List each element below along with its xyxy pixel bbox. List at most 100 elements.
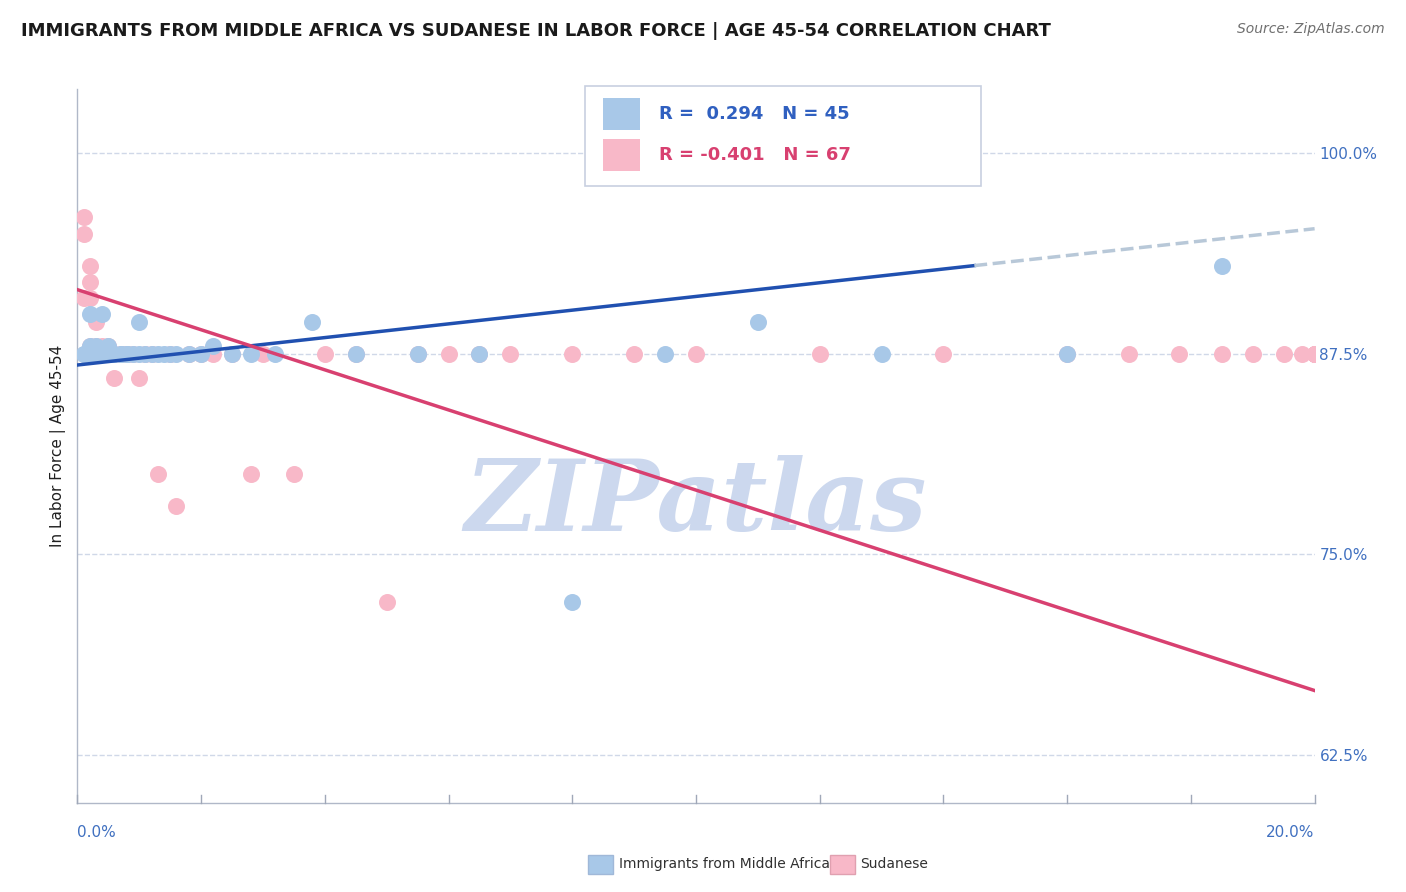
Point [808,347,831,361]
Point [84,347,107,361]
Point [72,347,94,361]
Point [84,347,107,361]
Point [1303,347,1326,361]
Point [1291,347,1313,361]
Point [406,347,429,361]
Point [283,467,305,481]
Point [91,347,114,361]
Point [79,307,101,321]
Point [134,347,156,361]
Point [122,347,145,361]
Point [84,315,107,329]
Point [1211,259,1233,273]
Point [72,347,94,361]
Text: 0.0%: 0.0% [77,825,117,840]
Point [1167,347,1189,361]
Point [146,347,169,361]
Text: Source: ZipAtlas.com: Source: ZipAtlas.com [1237,22,1385,37]
Point [103,347,125,361]
Point [1303,347,1326,361]
Point [153,347,176,361]
Point [97,347,120,361]
Point [79,339,101,353]
Point [870,347,893,361]
Point [654,347,676,361]
Point [115,347,138,361]
Point [110,347,132,361]
Text: R =  0.294   N = 45: R = 0.294 N = 45 [659,105,849,123]
Bar [588,855,613,874]
Point [437,347,460,361]
Point [103,347,125,361]
Point [128,315,150,329]
Point [79,275,101,289]
Point [141,347,163,361]
Bar [603,139,640,171]
Point [468,347,491,361]
Point [301,315,323,329]
Point [1303,347,1326,361]
Point [146,467,169,481]
Point [84,339,107,353]
Point [252,347,274,361]
Point [1241,347,1264,361]
Point [1303,347,1326,361]
Point [159,347,181,361]
Point [344,347,367,361]
Point [115,347,138,361]
Point [91,307,114,321]
Point [72,227,94,241]
Point [1303,347,1326,361]
Text: Immigrants from Middle Africa: Immigrants from Middle Africa [619,857,830,871]
Point [128,347,150,361]
Point [1303,347,1326,361]
Text: 20.0%: 20.0% [1267,825,1315,840]
Point [406,347,429,361]
Point [84,347,107,361]
Point [79,291,101,305]
Point [1303,347,1326,361]
Point [747,315,769,329]
Point [122,347,145,361]
Point [72,211,94,225]
Point [1303,347,1326,361]
Point [128,371,150,385]
Point [1118,347,1140,361]
Point [72,291,94,305]
Point [1211,347,1233,361]
Point [91,347,114,361]
Point [190,347,212,361]
Point [103,347,125,361]
Text: IMMIGRANTS FROM MIDDLE AFRICA VS SUDANESE IN LABOR FORCE | AGE 45-54 CORRELATION: IMMIGRANTS FROM MIDDLE AFRICA VS SUDANES… [21,22,1050,40]
Point [685,347,707,361]
FancyBboxPatch shape [585,86,980,186]
Point [79,339,101,353]
Point [561,595,583,609]
Point [134,347,156,361]
Point [79,347,101,361]
Point [1056,347,1078,361]
Point [1303,347,1326,361]
Point [499,347,522,361]
Point [468,347,491,361]
Point [202,339,225,353]
Point [159,347,181,361]
Point [165,347,187,361]
Text: ZIPatlas: ZIPatlas [465,455,927,551]
Point [1272,347,1295,361]
Point [141,347,163,361]
Text: Sudanese: Sudanese [860,857,928,871]
Point [91,347,114,361]
Point [221,347,243,361]
Bar [830,855,855,874]
Point [84,339,107,353]
Point [623,347,645,361]
Point [375,595,398,609]
Point [103,371,125,385]
Point [91,339,114,353]
Point [190,347,212,361]
Point [97,339,120,353]
Y-axis label: In Labor Force | Age 45-54: In Labor Force | Age 45-54 [51,345,66,547]
Point [177,347,200,361]
Point [165,499,187,513]
